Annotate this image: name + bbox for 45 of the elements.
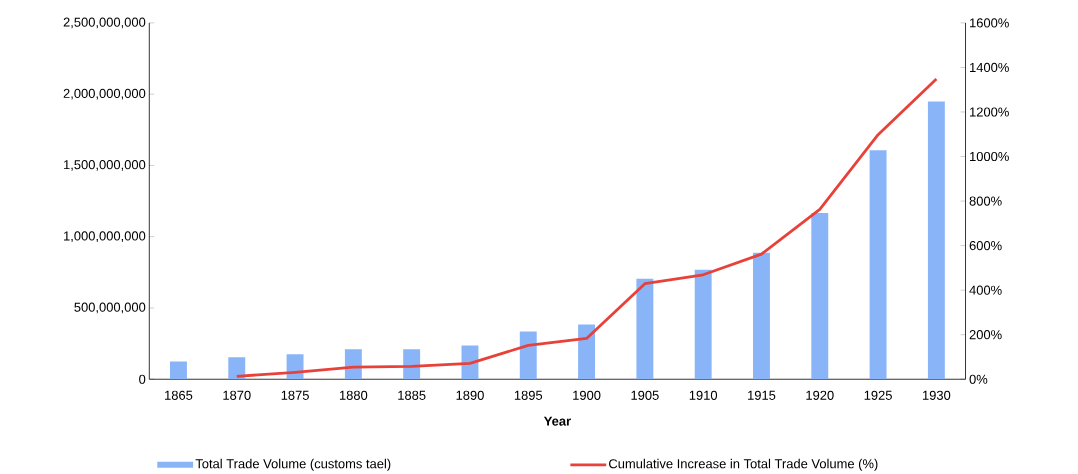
line-series	[235, 77, 938, 378]
y2-tick-label: 1000%	[970, 152, 1009, 162]
x-tick-label: 1930	[922, 390, 951, 400]
y2-tick-label: 0%	[969, 374, 988, 384]
y2-tick-label: 800%	[969, 196, 1002, 206]
x-tick-label: 1875	[281, 390, 309, 400]
y2-tick-label: 600%	[969, 241, 1002, 251]
x-tick-label: 1870	[223, 390, 251, 400]
x-tick-label: 1890	[456, 390, 484, 400]
y2-tick-label: 400%	[969, 285, 1002, 295]
y2-tick-label: 1600%	[970, 18, 1009, 28]
x-tick-label: 1925	[864, 390, 892, 400]
bar	[869, 150, 887, 380]
bar	[519, 331, 537, 380]
bar	[694, 269, 712, 380]
y-tick-label: 0	[139, 374, 146, 384]
y-tick-label: 1,500,000,000	[64, 160, 146, 171]
bar	[927, 101, 945, 380]
y-tick-label: 500,000,000	[74, 302, 146, 314]
x-tick-label: 1915	[748, 390, 776, 400]
bar	[636, 278, 654, 380]
bar	[753, 252, 770, 380]
bar	[228, 357, 246, 380]
y-tick-label: 1,000,000,000	[64, 231, 146, 243]
legend-label: Total Trade Volume (customs tael)	[195, 458, 391, 471]
bar	[170, 361, 187, 380]
x-tick-label: 1920	[806, 390, 834, 400]
x-tick-label: 1900	[573, 390, 601, 400]
y-tick-label: 2,500,000,000	[63, 17, 146, 29]
bar	[403, 349, 421, 380]
x-tick-label: 1880	[339, 390, 368, 400]
y2-tick-label: 1400%	[970, 62, 1009, 73]
y2-tick-label: 200%	[969, 330, 1002, 340]
y-tick-label: 2,000,000,000	[63, 88, 146, 100]
x-tick-label: 1910	[689, 390, 718, 400]
y2-tick-label: 1200%	[970, 107, 1009, 117]
x-tick-label: 1865	[165, 390, 193, 400]
x-tick-label: 1885	[398, 390, 426, 400]
bar	[578, 324, 596, 380]
legend-label: Cumulative Increase in Total Trade Volume (%)	[609, 458, 878, 471]
x-axis-title: Year	[543, 416, 571, 426]
x-tick-label: 1895	[514, 390, 543, 400]
x-tick-label: 1905	[631, 390, 659, 400]
bar	[344, 349, 362, 380]
bar	[811, 213, 829, 380]
